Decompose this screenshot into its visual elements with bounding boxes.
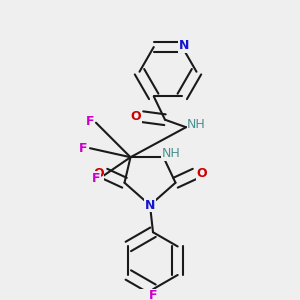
Text: NH: NH [162, 147, 180, 160]
Text: O: O [196, 167, 207, 180]
Text: F: F [149, 289, 157, 300]
Text: O: O [130, 110, 141, 123]
Text: O: O [93, 167, 104, 180]
Text: F: F [79, 142, 88, 155]
Text: F: F [86, 115, 94, 128]
Text: NH: NH [187, 118, 206, 131]
Text: N: N [178, 39, 189, 52]
Text: F: F [92, 172, 100, 185]
Text: N: N [145, 199, 155, 212]
